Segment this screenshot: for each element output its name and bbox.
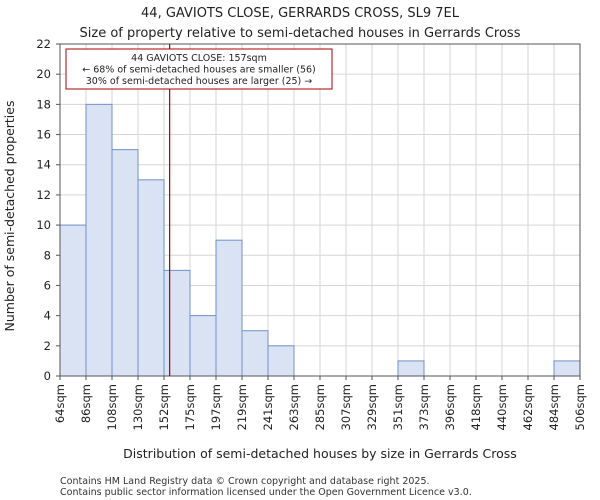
x-axis-label: Distribution of semi-detached houses by … xyxy=(123,446,517,461)
x-tick-label: 219sqm xyxy=(235,384,249,430)
histogram-bar xyxy=(189,315,217,377)
x-tick-label: 351sqm xyxy=(391,384,405,430)
x-tick-labels: 64sqm 86sqm 108sqm 130sqm 152sqm 175sqm 197sqm… xyxy=(53,376,587,430)
bars xyxy=(59,103,581,377)
x-tick-label: 462sqm xyxy=(521,384,535,430)
y-tick-label: 12 xyxy=(36,188,51,202)
annotation-line-2: ← 68% of semi-detached houses are smalle… xyxy=(82,65,316,76)
x-tick-label: 373sqm xyxy=(417,384,431,430)
histogram-bar xyxy=(59,224,87,377)
x-tick-label: 440sqm xyxy=(495,384,509,430)
y-tick-label: 22 xyxy=(36,37,51,51)
histogram-bar xyxy=(397,360,425,377)
x-tick-label: 285sqm xyxy=(313,384,327,430)
histogram-bar xyxy=(85,103,113,377)
footer-line-1: Contains HM Land Registry data © Crown c… xyxy=(60,476,430,487)
annotation-line-1: 44 GAVIOTS CLOSE: 157sqm xyxy=(131,53,267,64)
x-tick-label: 86sqm xyxy=(79,384,93,423)
marker: 44 GAVIOTS CLOSE: 157sqm← 68% of semi-de… xyxy=(65,44,333,376)
y-tick-labels: 0 2 4 6 8 10 12 14 16 18 20 22 xyxy=(36,37,60,383)
y-tick-label: 18 xyxy=(36,97,51,111)
x-tick-label: 197sqm xyxy=(209,384,223,430)
x-tick-label: 506sqm xyxy=(573,384,587,430)
histogram-bar xyxy=(215,239,243,377)
x-tick-label: 152sqm xyxy=(157,384,171,430)
y-tick-label: 0 xyxy=(44,369,51,383)
histogram-bar xyxy=(553,360,581,377)
annotation-line-3: 30% of semi-detached houses are larger (… xyxy=(86,76,313,87)
x-tick-label: 484sqm xyxy=(547,384,561,430)
x-tick-label: 307sqm xyxy=(339,384,353,430)
footer-line-2: Contains public sector information licen… xyxy=(60,487,472,498)
x-tick-label: 329sqm xyxy=(365,384,379,430)
y-axis-label: Number of semi-detached properties xyxy=(2,101,17,332)
x-tick-label: 241sqm xyxy=(261,384,275,430)
chart-subtitle: Size of property relative to semi-detach… xyxy=(80,26,521,41)
x-tick-label: 108sqm xyxy=(105,384,119,430)
x-tick-label: 64sqm xyxy=(53,384,67,423)
y-tick-label: 4 xyxy=(44,309,51,323)
histogram-bar xyxy=(267,345,295,377)
histogram-bar xyxy=(241,330,269,377)
x-tick-label: 418sqm xyxy=(469,384,483,430)
x-tick-label: 263sqm xyxy=(287,384,301,430)
annotation-box xyxy=(65,48,333,90)
y-tick-label: 8 xyxy=(44,248,51,262)
y-tick-label: 6 xyxy=(44,278,51,292)
histogram-bar xyxy=(163,269,191,377)
x-tick-label: 130sqm xyxy=(131,384,145,430)
y-tick-label: 10 xyxy=(36,218,51,232)
y-tick-label: 16 xyxy=(36,128,51,142)
histogram-bar xyxy=(137,179,165,377)
x-tick-label: 396sqm xyxy=(443,384,457,430)
y-tick-label: 20 xyxy=(36,67,51,81)
x-tick-label: 175sqm xyxy=(183,384,197,430)
y-tick-label: 2 xyxy=(44,339,51,353)
chart-title: 44, GAVIOTS CLOSE, GERRARDS CROSS, SL9 7… xyxy=(141,6,460,21)
y-tick-label: 14 xyxy=(36,158,51,172)
histogram-bar xyxy=(111,149,139,377)
